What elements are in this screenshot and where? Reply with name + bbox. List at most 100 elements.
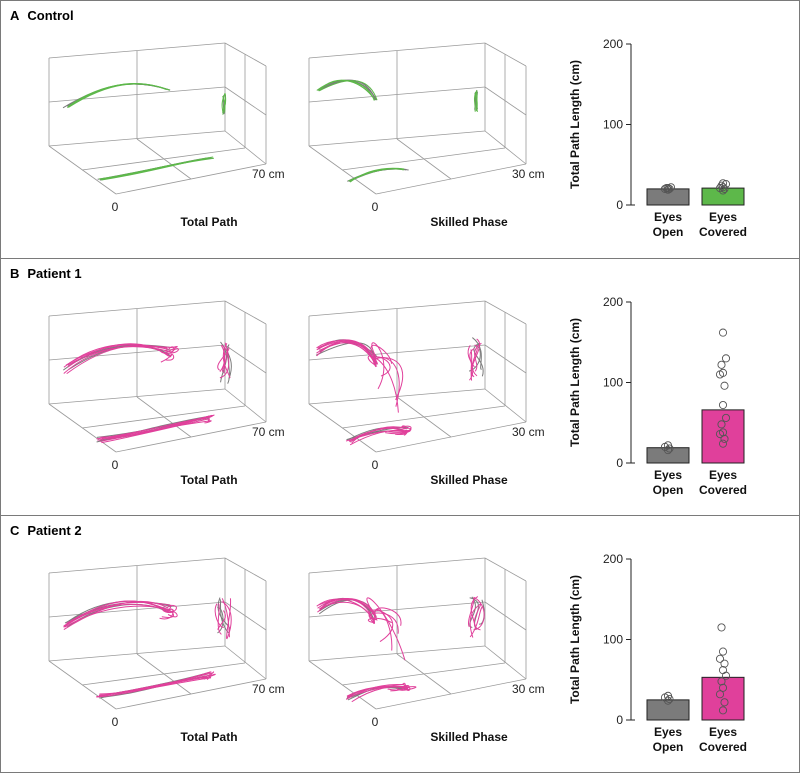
x-category-label: Covered: [699, 740, 747, 754]
trajectory-trace: [471, 344, 478, 377]
panel-title: Control: [27, 8, 74, 23]
grid-line: [224, 300, 267, 325]
trajectory-trace: [221, 344, 228, 372]
cube-caption: Total Path: [180, 215, 237, 229]
data-point: [662, 184, 671, 193]
trajectory-trace: [63, 600, 172, 630]
data-point: [720, 698, 729, 707]
trajectory-trace: [349, 168, 404, 182]
cube-plot: 0 70 cm Total Path: [48, 557, 285, 744]
cube-caption: Skilled Phase: [430, 215, 508, 229]
grid-line: [308, 557, 486, 574]
trajectory-trace: [96, 416, 209, 440]
x-category-label: Eyes: [709, 468, 737, 482]
grid-line: [224, 645, 267, 680]
y-tick-label: 0: [616, 198, 623, 212]
data-point: [718, 368, 728, 377]
data-point: [718, 706, 728, 715]
trajectory-trace: [472, 337, 482, 371]
path-cube: 0 70 cm Total Path: [48, 300, 285, 487]
grid-line: [48, 557, 226, 574]
axis-origin-label: 0: [112, 458, 119, 472]
trajectory-trace: [222, 93, 227, 113]
y-tick-label: 100: [603, 376, 623, 390]
panel-label: C Patient 2: [10, 523, 82, 538]
axis-scale-label: 30 cm: [512, 425, 545, 439]
grid-line: [308, 344, 486, 361]
trajectory-trace: [217, 610, 226, 630]
cube-plot: 0 70 cm Total Path: [48, 300, 285, 487]
data-point: [721, 354, 731, 363]
trajectory-trace: [473, 342, 484, 377]
trajectory-trace: [351, 685, 417, 703]
trajectory-trace: [67, 83, 171, 108]
data-point: [718, 683, 728, 692]
data-point: [720, 659, 729, 668]
y-tick-label: 200: [603, 295, 623, 309]
trajectory-trace: [219, 599, 229, 634]
cube-caption: Skilled Phase: [430, 473, 508, 487]
data-point: [720, 381, 729, 390]
trajectory-trace: [67, 83, 168, 108]
trajectory-trace: [467, 344, 475, 368]
grid-line: [224, 557, 267, 582]
trajectory-trace: [67, 343, 173, 368]
axis-scale-label: 70 cm: [252, 682, 285, 696]
trajectory-trace: [67, 603, 178, 625]
data-point: [717, 181, 726, 190]
x-category-label: Eyes: [654, 210, 682, 224]
data-point: [715, 654, 725, 663]
grid-line: [48, 300, 226, 317]
data-point: [660, 184, 670, 193]
cube-plot: 0 30 cm Skilled Phase: [308, 557, 545, 744]
trajectory-trace: [316, 340, 400, 407]
grid-line: [308, 601, 486, 618]
data-point: [721, 180, 731, 189]
trajectory-trace: [319, 601, 393, 651]
panel-title: Patient 1: [27, 266, 82, 281]
axis-origin-label: 0: [112, 715, 119, 729]
y-tick-label: 100: [603, 633, 623, 647]
data-point: [717, 623, 726, 632]
trajectory-trace: [67, 346, 179, 366]
axis-origin-label: 0: [372, 458, 379, 472]
bar: [701, 187, 745, 206]
data-point: [718, 666, 728, 675]
cube-plot: 0 30 cm Skilled Phase: [308, 300, 545, 487]
y-tick-label: 200: [603, 37, 623, 51]
axis-scale-label: 70 cm: [252, 167, 285, 181]
figure-panel: A Control 0 70 cm Total Path 0 30 cm Skilled P…: [0, 0, 800, 259]
figure-panel: B Patient 1 0 70 cm Total Path 0 30 cm Skilled…: [0, 258, 800, 516]
y-tick-label: 0: [616, 456, 623, 470]
data-point: [717, 677, 726, 686]
x-category-label: Open: [653, 225, 684, 239]
trajectory-trace: [100, 157, 214, 180]
data-point: [718, 647, 728, 656]
grid-line: [484, 300, 527, 325]
path-cube: 0 70 cm Total Path: [48, 42, 285, 229]
data-point: [717, 360, 726, 369]
cube-plot: 0 30 cm Skilled Phase: [308, 42, 545, 229]
trajectory-trace: [66, 83, 171, 107]
trajectory-trace: [469, 605, 484, 638]
panel-title: Patient 2: [27, 523, 82, 538]
panel-label: A Control: [10, 8, 74, 23]
path-cube: 0 70 cm Total Path: [48, 557, 285, 744]
bar: [646, 699, 690, 721]
y-tick-label: 100: [603, 118, 623, 132]
trajectory-trace: [67, 83, 167, 109]
grid-line: [484, 601, 527, 631]
grid-line: [308, 42, 486, 59]
x-category-label: Eyes: [709, 210, 737, 224]
grid-line: [224, 388, 267, 423]
panel-letter: C: [10, 523, 20, 538]
cube-caption: Total Path: [180, 730, 237, 744]
trajectory-trace: [63, 345, 178, 374]
cube-caption: Skilled Phase: [430, 730, 508, 744]
grid-line: [484, 388, 527, 423]
panel-letter: A: [10, 8, 20, 23]
